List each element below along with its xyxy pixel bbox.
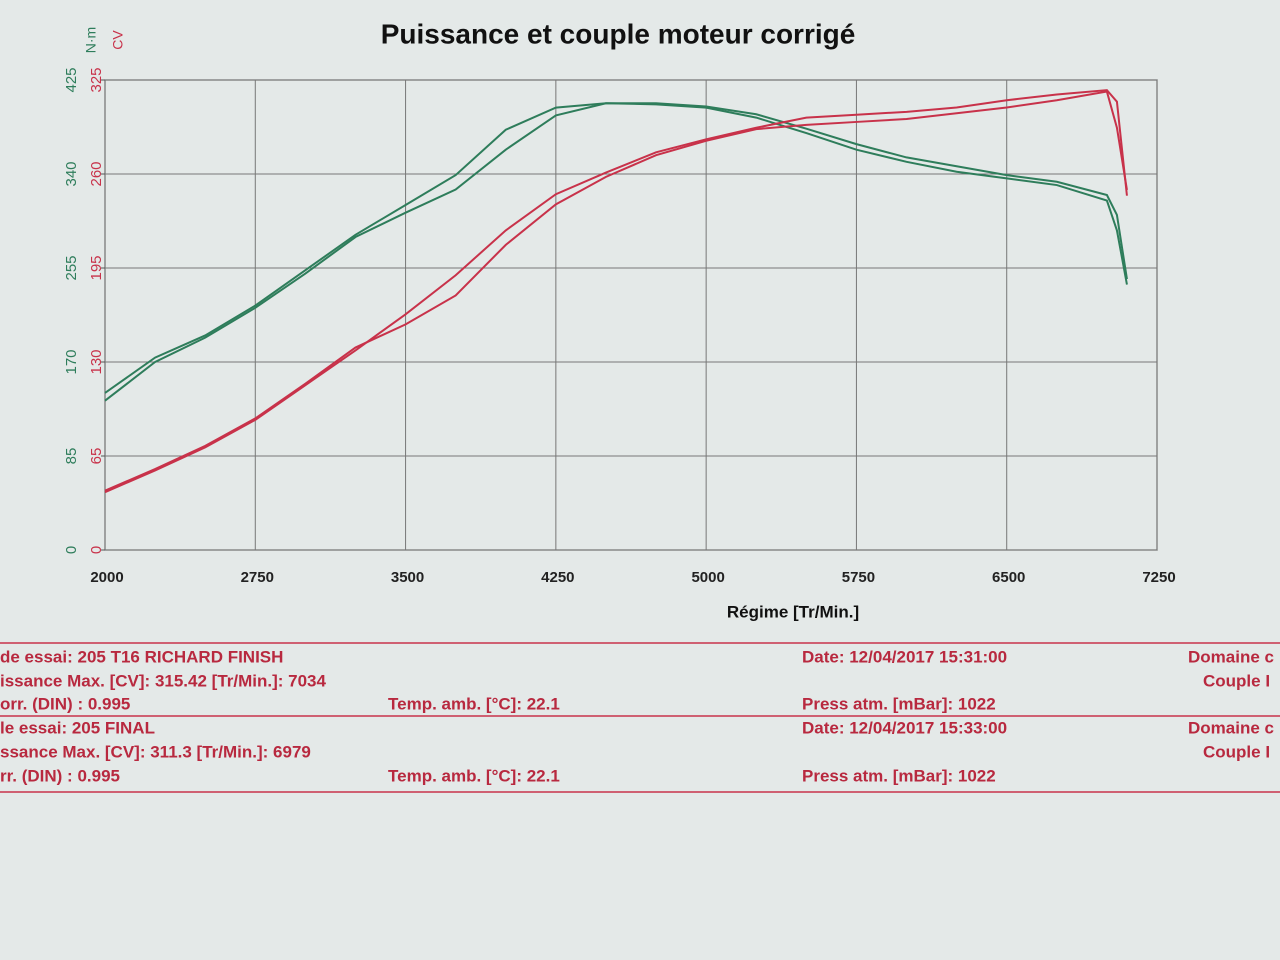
y-axis-label: N·m — [83, 27, 99, 53]
max-power: ssance Max. [CV]: 311.3 [Tr/Min.]: 6979 — [0, 742, 311, 761]
x-tick-label: 7250 — [1142, 569, 1175, 586]
test-name: de essai: 205 T16 RICHARD FINISH — [0, 647, 283, 666]
x-axis-label: Régime [Tr/Min.] — [727, 602, 859, 621]
y-tick-label: 425 — [63, 67, 80, 92]
couple: Couple I — [1203, 671, 1270, 690]
correction: rr. (DIN) : 0.995 — [0, 766, 120, 785]
x-tick-label: 2000 — [90, 569, 123, 586]
y2-tick-label: 130 — [88, 349, 105, 374]
couple: Couple I — [1203, 742, 1270, 761]
temperature: Temp. amb. [°C]: 22.1 — [388, 694, 560, 713]
pressure: Press atm. [mBar]: 1022 — [802, 694, 996, 713]
test-date: Date: 12/04/2017 15:33:00 — [802, 718, 1007, 737]
domain: Domaine c — [1188, 647, 1274, 666]
y2-tick-label: 65 — [88, 448, 105, 465]
y2-axis-label: CV — [110, 30, 126, 50]
x-tick-label: 5750 — [842, 569, 875, 586]
y2-tick-label: 0 — [88, 546, 105, 554]
x-tick-label: 2750 — [241, 569, 274, 586]
test-name: le essai: 205 FINAL — [0, 718, 155, 737]
line — [104, 102, 1128, 402]
y-tick-label: 255 — [63, 255, 80, 280]
y-tick-label: 85 — [63, 448, 80, 465]
line — [104, 102, 1128, 394]
x-tick-label: 6500 — [992, 569, 1025, 586]
domain: Domaine c — [1188, 718, 1274, 737]
temperature: Temp. amb. [°C]: 22.1 — [388, 766, 560, 785]
x-tick-label: 4250 — [541, 569, 574, 586]
x-tick-label: 3500 — [391, 569, 424, 586]
y2-tick-label: 260 — [88, 161, 105, 186]
y-tick-label: 170 — [63, 349, 80, 374]
test-date: Date: 12/04/2017 15:31:00 — [802, 647, 1007, 666]
y2-tick-label: 195 — [88, 255, 105, 280]
pressure: Press atm. [mBar]: 1022 — [802, 766, 996, 785]
y2-tick-label: 325 — [88, 67, 105, 92]
line — [104, 90, 1128, 492]
max-power: issance Max. [CV]: 315.42 [Tr/Min.]: 703… — [0, 671, 327, 690]
chart-title: Puissance et couple moteur corrigé — [381, 18, 856, 49]
correction: orr. (DIN) : 0.995 — [0, 694, 130, 713]
y-tick-label: 340 — [63, 161, 80, 186]
y-tick-label: 0 — [63, 546, 80, 554]
x-tick-label: 5000 — [691, 569, 724, 586]
line — [104, 89, 1128, 494]
